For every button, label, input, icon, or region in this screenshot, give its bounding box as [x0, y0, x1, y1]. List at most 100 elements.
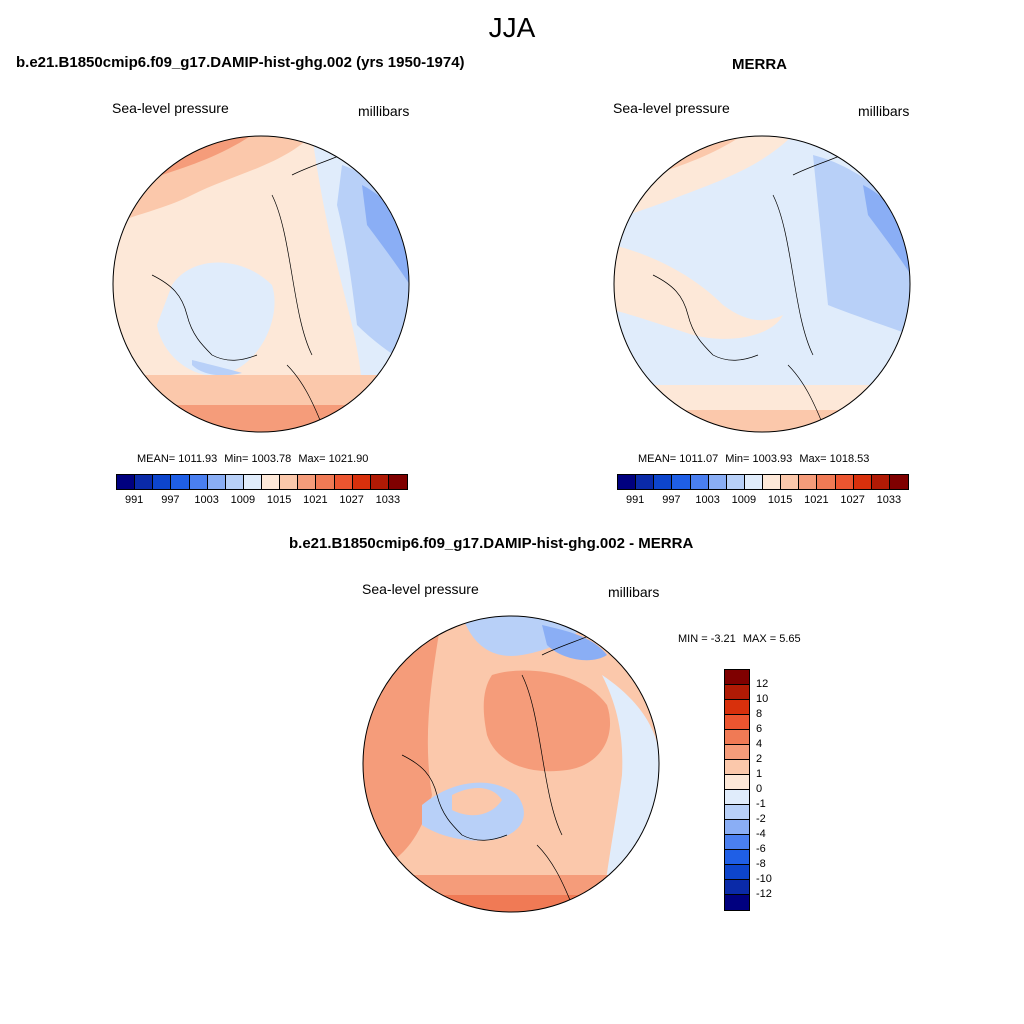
diff-min-label: MIN = [678, 633, 708, 645]
diff-colorbar-swatch [725, 850, 749, 865]
model-colorbar-tick-label: 1003 [194, 494, 219, 506]
season-title: JJA [488, 12, 536, 43]
obs-colorbar-swatch [744, 475, 763, 489]
diff-colorbar-swatch [725, 880, 749, 895]
diff-colorbar-tick-label: -2 [756, 813, 766, 825]
diff-colorbar-swatch [725, 685, 749, 700]
model-colorbar-swatch [207, 475, 226, 489]
model-max-value: 1021.90 [328, 453, 369, 465]
diff-colorbar-tick-label: -10 [756, 873, 772, 885]
obs-colorbar-swatch [799, 475, 818, 489]
diff-colorbar [724, 669, 750, 911]
obs-colorbar-tick-label: 1009 [731, 494, 757, 506]
model-colorbar-swatch [388, 475, 407, 489]
diff-colorbar-swatch [725, 760, 749, 775]
diff-colorbar-tick-label: 1 [756, 768, 763, 780]
diff-panel-title: b.e21.B1850cmip6.f09_g17.DAMIP-hist-ghg.… [289, 535, 694, 552]
model-colorbar-tick-label: 1015 [266, 494, 292, 506]
diff-colorbar-tick-label: 10 [756, 693, 769, 705]
diff-colorbar-tick-label: 2 [756, 753, 763, 765]
obs-min-label: Min= [725, 453, 750, 465]
obs-units-label: millibars [858, 103, 910, 119]
diff-polar-map [362, 615, 660, 913]
model-mean-label: MEAN= [137, 453, 176, 465]
diff-units-label: millibars [608, 584, 660, 600]
diff-max-label: MAX = [742, 633, 777, 645]
model-field-label: Sea-level pressure [112, 100, 229, 116]
obs-mean-label: MEAN= [638, 453, 677, 465]
obs-colorbar-swatch [690, 475, 709, 489]
diff-colorbar-tick-label: 0 [756, 783, 763, 795]
obs-colorbar-swatch [781, 475, 800, 489]
obs-colorbar-swatch [817, 475, 836, 489]
diff-colorbar-tick-label: 8 [756, 708, 763, 720]
obs-colorbar-swatch [871, 475, 890, 489]
diff-colorbar-swatch [725, 805, 749, 820]
model-colorbar-swatch [262, 475, 281, 489]
model-max-label: Max= [298, 453, 326, 465]
diff-colorbar-swatch [725, 835, 749, 850]
model-colorbar-swatch [171, 475, 190, 489]
obs-colorbar-swatch [835, 475, 854, 489]
diff-colorbar-tick-label: 4 [756, 738, 763, 750]
model-colorbar-swatch [243, 475, 262, 489]
model-units-label: millibars [358, 103, 410, 119]
model-colorbar-swatch [280, 475, 299, 489]
obs-colorbar-tick-label: 997 [662, 494, 681, 506]
diff-colorbar-swatch [725, 670, 749, 685]
model-colorbar-swatch [334, 475, 353, 489]
model-colorbar-tick-label: 1021 [303, 494, 328, 506]
model-colorbar-swatch [370, 475, 389, 489]
obs-colorbar-swatch [726, 475, 745, 489]
model-min-label: Min= [224, 453, 249, 465]
model-colorbar-tick-label: 1033 [375, 494, 401, 506]
model-stats: MEAN= 1011.93 Min= 1003.78 Max= 1021.90 [137, 453, 368, 465]
diff-colorbar-tick-label: -8 [756, 858, 766, 870]
model-colorbar-swatch [135, 475, 154, 489]
diff-colorbar-swatch [725, 865, 749, 880]
diff-colorbar-swatch [725, 730, 749, 745]
model-colorbar-swatch [352, 475, 371, 489]
diff-colorbar-tick-label: 6 [756, 723, 763, 735]
obs-colorbar-swatch [889, 475, 908, 489]
diff-colorbar-tick-label: -6 [756, 843, 766, 855]
obs-colorbar-tick-label: 1027 [840, 494, 865, 506]
model-colorbar-swatch [153, 475, 172, 489]
diff-max-value: 5.65 [779, 633, 801, 645]
diff-colorbar-swatch [725, 715, 749, 730]
diff-colorbar-tick-label: -4 [756, 828, 766, 840]
obs-colorbar-tick-label: 1015 [767, 494, 793, 506]
obs-colorbar-tick-label: 991 [625, 494, 645, 506]
obs-panel-title: MERRA [732, 56, 787, 73]
diff-colorbar-tick-label: 12 [756, 678, 769, 690]
obs-colorbar-swatch [636, 475, 655, 489]
model-colorbar [116, 474, 408, 490]
obs-max-value: 1018.53 [829, 453, 870, 465]
model-mean-value: 1011.93 [178, 453, 218, 465]
obs-min-value: 1003.93 [752, 453, 793, 465]
model-panel-title: b.e21.B1850cmip6.f09_g17.DAMIP-hist-ghg.… [16, 54, 465, 71]
model-colorbar-swatch [316, 475, 335, 489]
diff-field-label: Sea-level pressure [362, 581, 479, 597]
obs-colorbar-tick-label: 1033 [876, 494, 902, 506]
model-colorbar-tick-label: 997 [161, 494, 180, 506]
obs-colorbar-tick-label: 1021 [804, 494, 829, 506]
obs-colorbar [617, 474, 909, 490]
diff-colorbar-tick-label: -1 [756, 798, 766, 810]
model-colorbar-tick-label: 991 [124, 494, 144, 506]
model-min-value: 1003.78 [251, 453, 292, 465]
model-colorbar-swatch [298, 475, 317, 489]
obs-mean-value: 1011.07 [679, 453, 719, 465]
diff-colorbar-swatch [725, 700, 749, 715]
obs-colorbar-swatch [618, 475, 637, 489]
model-colorbar-swatch [117, 475, 136, 489]
diff-colorbar-tick-label: -12 [756, 888, 772, 900]
obs-polar-map [613, 135, 911, 433]
model-polar-map [112, 135, 410, 433]
obs-stats: MEAN= 1011.07 Min= 1003.93 Max= 1018.53 [638, 453, 869, 465]
diff-stats: MIN = -3.21 MAX = 5.65 [678, 633, 801, 645]
diff-colorbar-swatch [725, 775, 749, 790]
model-colorbar-tick-label: 1009 [230, 494, 256, 506]
obs-colorbar-tick-label: 1003 [695, 494, 720, 506]
obs-colorbar-swatch [853, 475, 872, 489]
